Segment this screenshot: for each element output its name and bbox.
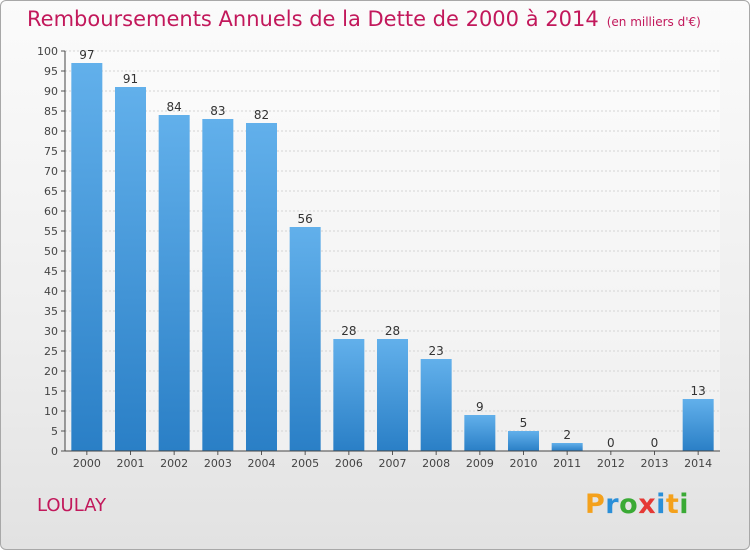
commune-name: LOULAY — [37, 495, 107, 516]
x-tick-label: 2006 — [335, 457, 363, 470]
bar — [246, 123, 277, 451]
data-label: 82 — [254, 108, 269, 122]
bar — [202, 119, 234, 451]
y-tick-label: 20 — [44, 365, 58, 378]
logo-letter: P — [585, 489, 606, 520]
data-label: 97 — [79, 48, 94, 62]
y-tick-label: 5 — [51, 425, 58, 438]
y-tick-label: 25 — [44, 345, 58, 358]
bar — [115, 87, 146, 451]
logo-letter: i — [656, 489, 666, 520]
x-tick-label: 2002 — [160, 457, 188, 470]
x-tick-label: 2011 — [553, 457, 581, 470]
data-label: 5 — [520, 416, 528, 430]
y-tick-label: 10 — [44, 405, 58, 418]
data-label: 0 — [607, 436, 615, 450]
proxiti-logo: Proxiti — [585, 489, 689, 520]
x-tick-label: 2004 — [248, 457, 276, 470]
data-label: 9 — [476, 400, 484, 414]
x-tick-label: 2003 — [204, 457, 232, 470]
data-label: 13 — [691, 384, 706, 398]
y-tick-label: 55 — [44, 225, 58, 238]
y-tick-label: 40 — [44, 285, 58, 298]
bar — [508, 431, 539, 451]
x-tick-label: 2001 — [117, 457, 145, 470]
y-tick-label: 0 — [51, 445, 58, 458]
logo-letter: x — [638, 489, 657, 520]
data-label: 91 — [123, 72, 138, 86]
bar — [289, 227, 321, 451]
bar — [464, 415, 496, 451]
x-tick-label: 2012 — [597, 457, 625, 470]
x-tick-label: 2009 — [466, 457, 494, 470]
chart-title-text: Remboursements Annuels de la Dette de 20… — [27, 7, 599, 31]
y-tick-label: 75 — [44, 145, 58, 158]
y-tick-label: 35 — [44, 305, 58, 318]
x-tick-label: 2013 — [641, 457, 669, 470]
y-tick-label: 60 — [44, 205, 58, 218]
y-tick-label: 50 — [44, 245, 58, 258]
x-tick-label: 2005 — [291, 457, 319, 470]
data-label: 2 — [563, 428, 571, 442]
logo-letter: o — [619, 489, 639, 520]
y-tick-label: 70 — [44, 165, 58, 178]
x-tick-label: 2010 — [510, 457, 538, 470]
x-tick-label: 2007 — [379, 457, 407, 470]
y-tick-label: 45 — [44, 265, 58, 278]
y-tick-label: 15 — [44, 385, 58, 398]
y-tick-label: 65 — [44, 185, 58, 198]
data-label: 83 — [210, 104, 225, 118]
data-label: 84 — [167, 100, 182, 114]
logo-letter: i — [679, 489, 690, 520]
data-label: 56 — [298, 212, 313, 226]
x-tick-label: 2014 — [684, 457, 712, 470]
y-tick-label: 100 — [37, 45, 58, 58]
bar — [551, 443, 583, 451]
y-tick-label: 95 — [44, 65, 58, 78]
bar — [420, 359, 452, 451]
y-tick-label: 80 — [44, 125, 58, 138]
y-tick-label: 30 — [44, 325, 58, 338]
x-tick-label: 2008 — [422, 457, 450, 470]
data-label: 28 — [341, 324, 356, 338]
chart-unit: (en milliers d'€) — [606, 15, 701, 29]
chart-title: Remboursements Annuels de la Dette de 20… — [27, 7, 701, 31]
y-tick-label: 85 — [44, 105, 58, 118]
bar — [71, 63, 103, 451]
logo-letter: t — [665, 489, 680, 520]
y-tick-label: 90 — [44, 85, 58, 98]
bar — [158, 115, 190, 451]
logo-letter: r — [605, 489, 620, 520]
bar — [682, 399, 714, 451]
data-label: 0 — [651, 436, 659, 450]
data-label: 28 — [385, 324, 400, 338]
bar — [377, 339, 408, 451]
data-label: 23 — [429, 344, 444, 358]
bar — [333, 339, 365, 451]
x-tick-label: 2000 — [73, 457, 101, 470]
